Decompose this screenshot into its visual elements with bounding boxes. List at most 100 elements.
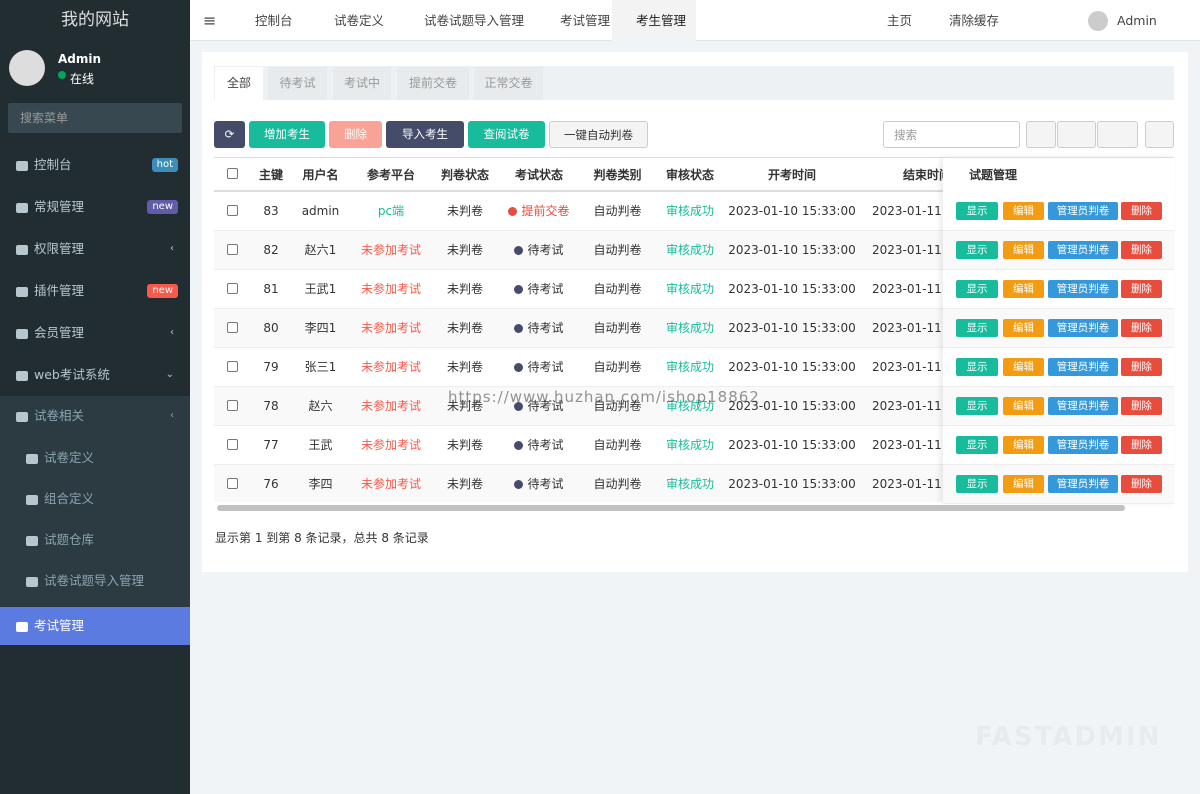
- toolbar-button[interactable]: 增加考生: [249, 121, 325, 148]
- column-header: 开考时间: [767, 168, 816, 182]
- action-button[interactable]: 删除: [1121, 436, 1162, 454]
- menu-item[interactable]: 试题仓库: [0, 520, 190, 560]
- cell-audit-status: 审核成功: [665, 204, 714, 218]
- table-search[interactable]: 搜索: [883, 121, 1020, 148]
- action-button[interactable]: 删除: [1121, 280, 1162, 298]
- menu-item[interactable]: 试卷相关 ‹: [0, 396, 190, 436]
- filter-tab[interactable]: 考试中: [333, 67, 391, 100]
- action-button[interactable]: 管理员判卷: [1048, 397, 1118, 415]
- user-name: Admin: [58, 52, 102, 66]
- action-button[interactable]: 删除: [1121, 358, 1162, 376]
- action-button[interactable]: 显示: [956, 241, 998, 259]
- action-button[interactable]: 删除: [1121, 475, 1162, 493]
- nav-right[interactable]: 清除缓存: [949, 13, 1000, 28]
- menu-icon: [26, 576, 38, 587]
- menu-search[interactable]: 搜索菜单: [8, 103, 182, 133]
- action-button[interactable]: 管理员判卷: [1048, 241, 1118, 259]
- action-button[interactable]: 显示: [956, 397, 998, 415]
- row-checkbox[interactable]: [227, 361, 238, 372]
- action-button[interactable]: 显示: [956, 202, 998, 220]
- row-checkbox[interactable]: [227, 244, 238, 255]
- action-button[interactable]: 编辑: [1003, 358, 1044, 376]
- action-button[interactable]: 管理员判卷: [1048, 436, 1118, 454]
- menu-icon: [16, 286, 28, 297]
- toolbar-button[interactable]: 导入考生: [386, 121, 464, 148]
- toolbar-button[interactable]: 一键自动判卷: [549, 121, 648, 148]
- menu-label: web考试系统: [34, 367, 110, 382]
- tool-icon-button[interactable]: [1026, 121, 1056, 148]
- scrollbar[interactable]: [217, 505, 1125, 511]
- action-button[interactable]: 显示: [956, 436, 998, 454]
- menu-toggle[interactable]: ≡: [203, 11, 217, 30]
- menu-badge: new: [147, 284, 178, 298]
- tool-icon-button[interactable]: [1145, 121, 1174, 148]
- menu-item[interactable]: 权限管理 ‹: [0, 229, 190, 269]
- menu-item[interactable]: 组合定义: [0, 479, 190, 519]
- action-button[interactable]: 编辑: [1003, 319, 1044, 337]
- action-button[interactable]: 编辑: [1003, 436, 1044, 454]
- column-header: 主键: [258, 168, 283, 182]
- menu-item[interactable]: 试卷试题导入管理: [0, 561, 190, 601]
- row-checkbox[interactable]: [227, 478, 238, 489]
- menu-item[interactable]: 会员管理 ‹: [0, 313, 190, 353]
- action-button[interactable]: 管理员判卷: [1048, 202, 1118, 220]
- action-button[interactable]: 管理员判卷: [1048, 358, 1118, 376]
- exam-status: 待考试: [527, 399, 564, 413]
- menu-icon: [16, 370, 28, 381]
- nav-tab[interactable]: 试卷定义: [334, 13, 385, 28]
- menu-item[interactable]: 控制台 hot: [0, 145, 190, 185]
- row-checkbox[interactable]: [227, 205, 238, 216]
- row-checkbox[interactable]: [227, 400, 238, 411]
- action-button[interactable]: 编辑: [1003, 397, 1044, 415]
- action-button[interactable]: 管理员判卷: [1048, 280, 1118, 298]
- action-button[interactable]: 管理员判卷: [1048, 475, 1118, 493]
- action-button[interactable]: 编辑: [1003, 202, 1044, 220]
- refresh-button[interactable]: ⟳: [214, 121, 245, 148]
- row-checkbox[interactable]: [227, 439, 238, 450]
- action-button[interactable]: 管理员判卷: [1048, 319, 1118, 337]
- status-dot: [514, 480, 524, 489]
- menu-item[interactable]: web考试系统 ⌄: [0, 355, 190, 395]
- filter-tab[interactable]: 正常交卷: [474, 67, 543, 100]
- menu-item[interactable]: 常规管理 new: [0, 187, 190, 227]
- toolbar-button[interactable]: 查阅试卷: [468, 121, 545, 148]
- cell-platform: pc端: [377, 204, 405, 218]
- action-button[interactable]: 删除: [1121, 202, 1162, 220]
- nav-right[interactable]: Admin: [1117, 13, 1157, 28]
- nav-tab[interactable]: 考生管理: [612, 0, 697, 41]
- cell-judge-status: 未判卷: [446, 282, 483, 296]
- nav-tab[interactable]: 考试管理: [560, 13, 611, 28]
- nav-tab[interactable]: 试卷试题导入管理: [424, 13, 525, 28]
- filter-tab[interactable]: 提前交卷: [397, 67, 469, 100]
- menu-item[interactable]: 插件管理 new: [0, 271, 190, 311]
- cell-id: 78: [263, 399, 279, 413]
- row-checkbox[interactable]: [227, 322, 238, 333]
- avatar: [9, 50, 45, 86]
- action-button[interactable]: 显示: [956, 358, 998, 376]
- nav-tab[interactable]: 控制台: [255, 13, 293, 28]
- menu-item[interactable]: 试卷定义: [0, 438, 190, 478]
- cell-judge-type: 自动判卷: [593, 243, 642, 257]
- action-button[interactable]: 编辑: [1003, 241, 1044, 259]
- tool-icon-button[interactable]: [1057, 121, 1096, 148]
- filter-tab[interactable]: 待考试: [268, 67, 327, 100]
- menu-item[interactable]: 考试管理: [0, 607, 190, 645]
- cell-judge-status: 未判卷: [446, 477, 483, 491]
- action-button[interactable]: 删除: [1121, 397, 1162, 415]
- header-checkbox[interactable]: [227, 168, 238, 179]
- filter-tab[interactable]: 全部: [215, 67, 263, 100]
- table-footer: 显示第 1 到第 8 条记录，总共 8 条记录: [215, 531, 429, 545]
- action-button[interactable]: 删除: [1121, 319, 1162, 337]
- action-button[interactable]: 显示: [956, 475, 998, 493]
- action-button[interactable]: 编辑: [1003, 475, 1044, 493]
- action-button[interactable]: 显示: [956, 280, 998, 298]
- toolbar-button[interactable]: 删除: [329, 121, 382, 148]
- action-button[interactable]: 显示: [956, 319, 998, 337]
- row-checkbox[interactable]: [227, 283, 238, 294]
- cell-judge-type: 自动判卷: [593, 204, 642, 218]
- user-status: 在线: [70, 72, 95, 86]
- action-button[interactable]: 编辑: [1003, 280, 1044, 298]
- nav-right[interactable]: 主页: [887, 13, 913, 28]
- action-button[interactable]: 删除: [1121, 241, 1162, 259]
- tool-icon-button[interactable]: [1097, 121, 1138, 148]
